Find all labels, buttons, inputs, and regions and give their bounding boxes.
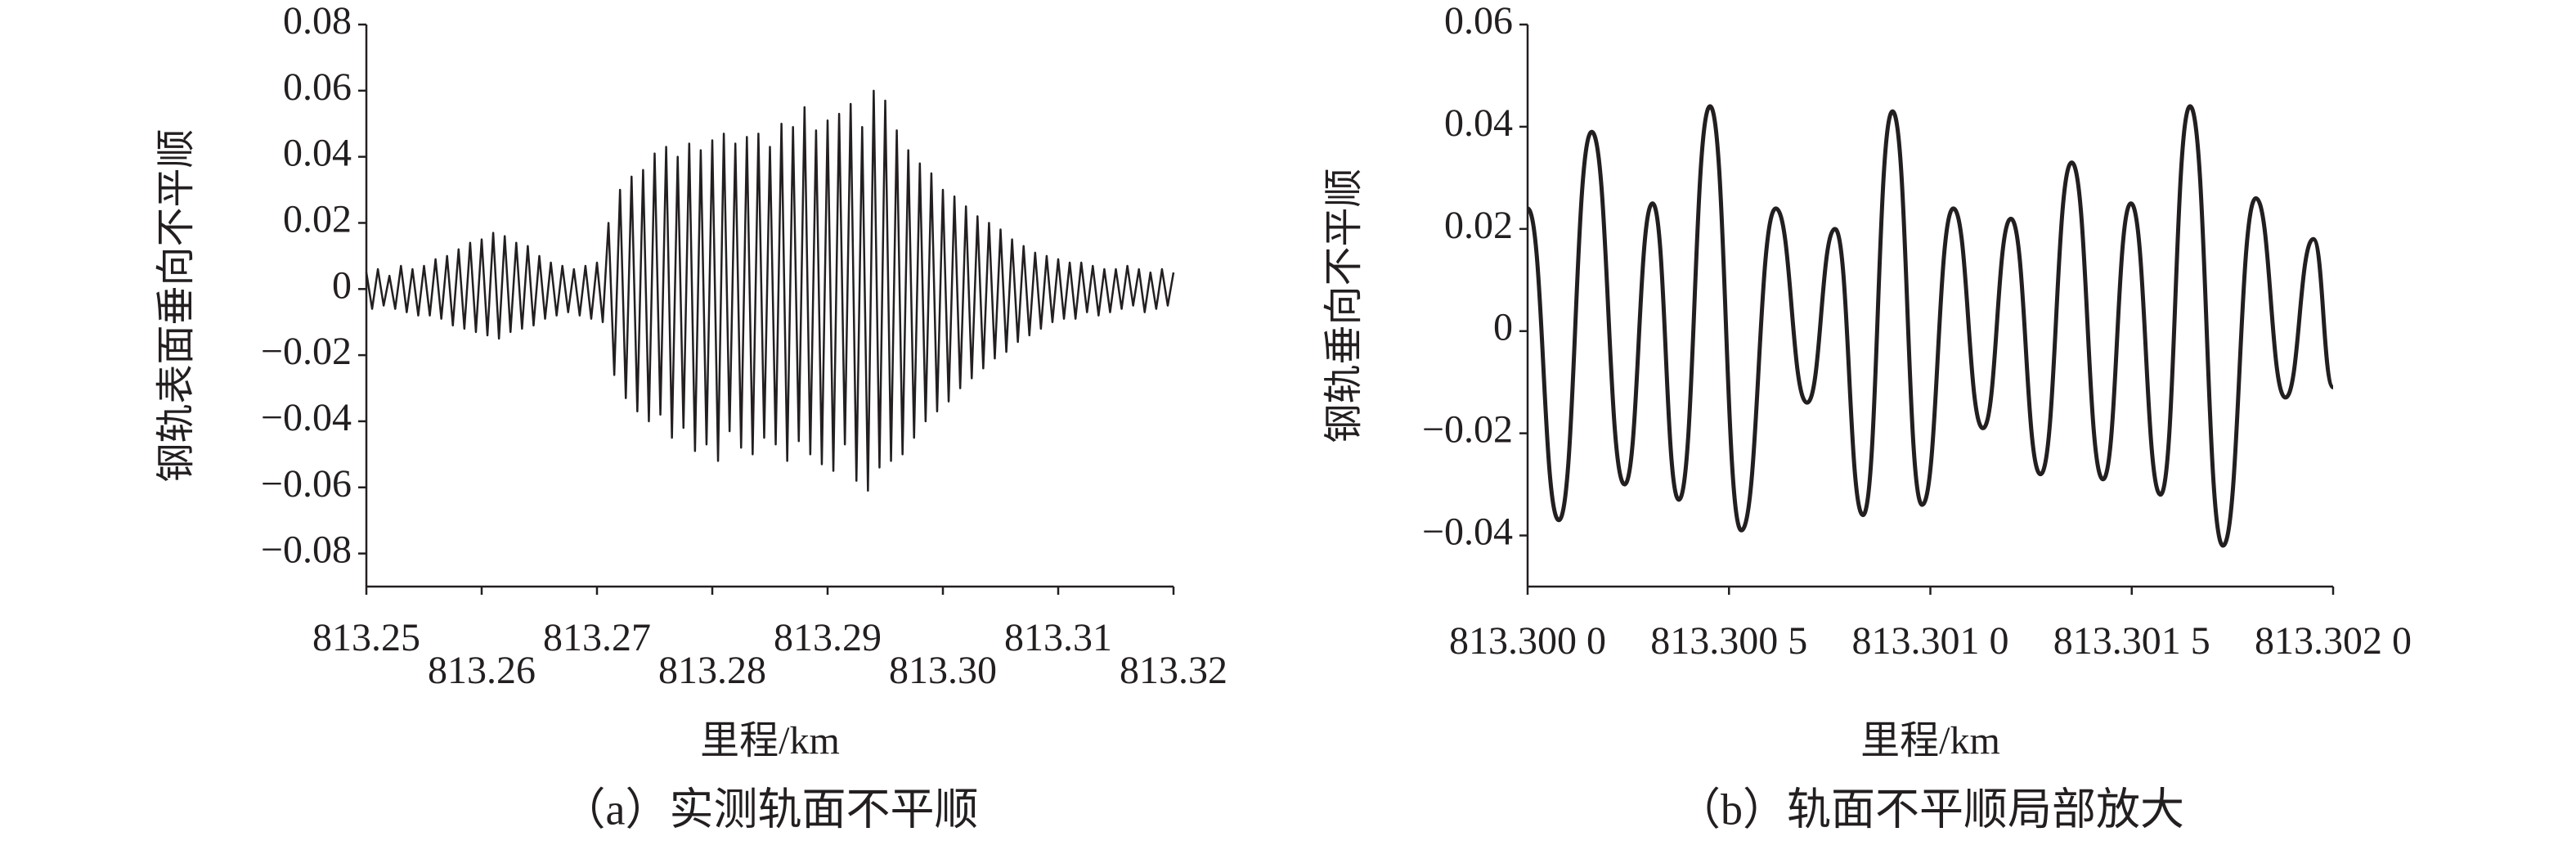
caption: （b）轨面不平顺局部放大 <box>1676 785 2184 834</box>
x-tick-label: 813.301 5 <box>2053 619 2210 663</box>
y-tick-label: −0.06 <box>261 462 352 506</box>
x-tick-label: 813.25 <box>312 616 420 659</box>
x-tick-label: 813.28 <box>658 649 766 692</box>
y-tick-label: 0.06 <box>1444 0 1513 43</box>
x-tick-label: 813.32 <box>1120 649 1227 692</box>
x-tick-label: 813.29 <box>774 616 882 659</box>
y-tick-label: 0.06 <box>283 65 352 109</box>
x-tick-label: 813.301 0 <box>1852 619 2009 663</box>
x-tick-label: 813.300 5 <box>1650 619 1807 663</box>
y-tick-label: 0.04 <box>283 132 352 175</box>
x-axis-title: 里程/km <box>1860 719 2000 762</box>
data-line <box>365 89 1175 492</box>
y-tick-label: −0.04 <box>261 396 352 439</box>
y-tick-label: 0.02 <box>1444 204 1513 247</box>
caption: （a）实测轨面不平顺 <box>562 785 979 834</box>
y-tick-label: −0.02 <box>261 330 352 373</box>
y-tick-label: 0.08 <box>283 0 352 43</box>
y-axis-title: 钢轨表面垂向不平顺 <box>155 128 198 482</box>
y-tick-label: 0.04 <box>1444 101 1513 145</box>
x-tick-label: 813.30 <box>889 649 997 692</box>
y-tick-label: −0.02 <box>1422 408 1513 452</box>
x-tick-label: 813.26 <box>428 649 536 692</box>
y-tick-label: −0.04 <box>1422 510 1513 554</box>
y-tick-label: −0.08 <box>261 528 352 572</box>
x-tick-label: 813.31 <box>1004 616 1112 659</box>
y-axis-title: 钢轨垂向不平顺 <box>1322 168 1366 443</box>
y-tick-label: 0.02 <box>283 197 352 241</box>
y-tick-label: 0 <box>1493 306 1513 349</box>
data-line <box>1525 104 2336 548</box>
x-axis-title: 里程/km <box>700 719 840 762</box>
y-tick-label: 0 <box>332 263 352 307</box>
x-tick-label: 813.27 <box>543 616 651 659</box>
x-tick-label: 813.302 0 <box>2255 619 2412 663</box>
x-tick-label: 813.300 0 <box>1449 619 1606 663</box>
